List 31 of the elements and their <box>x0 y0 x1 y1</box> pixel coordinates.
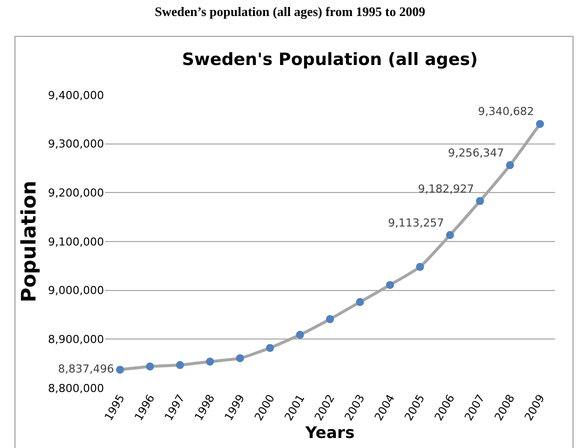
y-tick-label: 9,100,000 <box>48 235 104 248</box>
point <box>326 315 334 324</box>
y-tick-label: 9,000,000 <box>48 284 104 298</box>
point <box>506 161 514 170</box>
point <box>176 361 184 370</box>
point <box>266 344 274 352</box>
point <box>416 262 424 271</box>
y-tick-label: 8,800,000 <box>48 382 104 395</box>
y-axis-title: Population <box>16 180 41 302</box>
data-label: 9,340,682 <box>478 105 534 118</box>
data-label: 9,182,927 <box>418 182 474 196</box>
chart-subtitle: Sweden's Population (all ages) <box>182 50 478 70</box>
point <box>146 362 154 371</box>
y-tick-label: 8,900,000 <box>48 333 104 346</box>
point <box>386 280 394 289</box>
point <box>476 197 484 205</box>
point <box>206 358 214 366</box>
y-tick-label: 9,300,000 <box>48 138 104 151</box>
data-label: 9,113,257 <box>388 216 444 230</box>
y-tick-label: 9,400,000 <box>48 88 104 102</box>
x-axis-title: Years <box>304 423 355 442</box>
chart-title: Sweden’s population (all ages) from 1995 to 2009 <box>154 4 426 19</box>
point <box>446 231 454 240</box>
point <box>536 120 544 128</box>
point <box>116 366 124 374</box>
point <box>356 298 364 306</box>
data-label: 8,837,496 <box>58 362 114 376</box>
point <box>236 354 244 362</box>
y-tick-label: 9,200,000 <box>48 186 104 200</box>
data-label: 9,256,347 <box>448 146 504 160</box>
point <box>296 330 304 339</box>
